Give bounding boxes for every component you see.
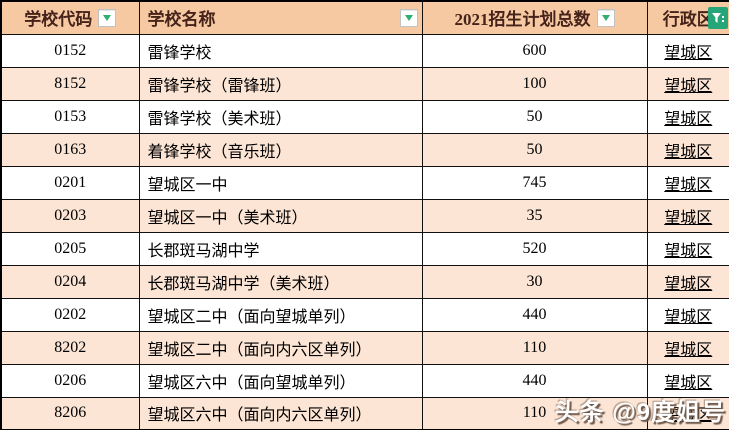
cell-total: 110 <box>421 330 648 365</box>
cell-school-code: 0152 <box>0 33 140 68</box>
table-row: 0152 雷锋学校 600 望城区 <box>0 33 729 68</box>
table-row: 0153 雷锋学校（美术班） 50 望城区 <box>0 99 729 134</box>
cell-school-name: 长郡斑马湖中学（美术班） <box>138 264 423 299</box>
cell-total: 100 <box>421 66 648 101</box>
table-row: 0205 长郡斑马湖中学 520 望城区 <box>0 231 729 266</box>
cell-district: 望城区 <box>646 99 729 134</box>
table-row: 0204 长郡斑马湖中学（美术班） 30 望城区 <box>0 264 729 299</box>
cell-total: 440 <box>421 297 648 332</box>
cell-total: 35 <box>421 198 648 233</box>
cell-school-name: 雷锋学校（美术班） <box>138 99 423 134</box>
header-label-district: 行政区 <box>662 10 714 30</box>
district-link-text: 望城区 <box>664 374 713 392</box>
district-link-text: 望城区 <box>664 308 713 326</box>
cell-district: 望城区 <box>646 297 729 332</box>
table-row: 8206 望城区六中（面向内六区单列） 110 望城区 <box>0 396 729 430</box>
cell-total: 30 <box>421 264 648 299</box>
district-link-text: 望城区 <box>664 275 713 293</box>
cell-district: 望城区 <box>646 363 729 398</box>
district-link-text: 望城区 <box>664 44 713 62</box>
cell-district: 望城区 <box>646 33 729 68</box>
cell-total: 50 <box>421 132 648 167</box>
filter-dropdown-icon[interactable] <box>596 8 615 27</box>
cell-district: 望城区 <box>646 231 729 266</box>
filter-dropdown-icon[interactable] <box>98 8 117 27</box>
district-link-text: 望城区 <box>664 77 713 95</box>
cell-district: 望城区 <box>646 330 729 365</box>
cell-school-code: 0201 <box>0 165 140 200</box>
cell-total: 600 <box>421 33 648 68</box>
table-body: 0152 雷锋学校 600 望城区 8152 雷锋学校（雷锋班） 100 望城区… <box>0 33 729 430</box>
cell-district: 望城区 <box>646 396 729 430</box>
cell-school-code: 0204 <box>0 264 140 299</box>
district-link-text: 望城区 <box>664 407 713 425</box>
cell-school-name: 着锋学校（音乐班） <box>138 132 423 167</box>
cell-total: 520 <box>421 231 648 266</box>
chevron-down-icon <box>103 14 112 21</box>
table-row: 8152 雷锋学校（雷锋班） 100 望城区 <box>0 66 729 101</box>
table-row: 0203 望城区一中（美术班） 35 望城区 <box>0 198 729 233</box>
funnel-icon <box>712 12 724 23</box>
cell-school-name: 长郡斑马湖中学 <box>138 231 423 266</box>
chevron-down-icon <box>404 14 413 21</box>
header-cell-school-code: 学校代码 <box>0 0 140 35</box>
district-link-text: 望城区 <box>664 176 713 194</box>
chevron-down-icon <box>601 14 610 21</box>
cell-school-code: 0163 <box>0 132 140 167</box>
cell-district: 望城区 <box>646 132 729 167</box>
cell-district: 望城区 <box>646 264 729 299</box>
cell-school-name: 望城区二中（面向内六区单列） <box>138 330 423 365</box>
cell-school-code: 8152 <box>0 66 140 101</box>
table-row: 0201 望城区一中 745 望城区 <box>0 165 729 200</box>
header-cell-total: 2021招生计划总数 <box>421 0 648 35</box>
cell-school-name: 雷锋学校（雷锋班） <box>138 66 423 101</box>
cell-district: 望城区 <box>646 165 729 200</box>
cell-school-name: 望城区六中（面向内六区单列） <box>138 396 423 430</box>
cell-school-code: 8206 <box>0 396 140 430</box>
cell-school-name: 望城区二中（面向望城单列） <box>138 297 423 332</box>
filter-dropdown-icon[interactable] <box>399 8 418 27</box>
district-link-text: 望城区 <box>664 341 713 359</box>
cell-school-name: 望城区六中（面向望城单列） <box>138 363 423 398</box>
cell-school-name: 望城区一中 <box>138 165 423 200</box>
cell-school-code: 8202 <box>0 330 140 365</box>
cell-school-name: 雷锋学校 <box>138 33 423 68</box>
cell-total: 110 <box>421 396 648 430</box>
cell-school-code: 0205 <box>0 231 140 266</box>
table-row: 0163 着锋学校（音乐班） 50 望城区 <box>0 132 729 167</box>
cell-total: 50 <box>421 99 648 134</box>
cell-school-code: 0153 <box>0 99 140 134</box>
header-label-school-name: 学校名称 <box>147 10 216 30</box>
cell-school-name: 望城区一中（美术班） <box>138 198 423 233</box>
cell-total: 440 <box>421 363 648 398</box>
cell-school-code: 0202 <box>0 297 140 332</box>
cell-district: 望城区 <box>646 198 729 233</box>
header-cell-school-name: 学校名称 <box>138 0 423 35</box>
cell-school-code: 0203 <box>0 198 140 233</box>
table-row: 0206 望城区六中（面向望城单列） 440 望城区 <box>0 363 729 398</box>
district-link-text: 望城区 <box>664 242 713 260</box>
table-row: 8202 望城区二中（面向内六区单列） 110 望城区 <box>0 330 729 365</box>
district-link-text: 望城区 <box>664 143 713 161</box>
header-row: 学校代码 学校名称 2021招生计划总数 <box>0 0 729 35</box>
header-label-total: 2021招生计划总数 <box>454 10 591 30</box>
cell-school-code: 0206 <box>0 363 140 398</box>
filter-active-funnel-icon[interactable] <box>708 6 728 29</box>
cell-district: 望城区 <box>646 66 729 101</box>
district-link-text: 望城区 <box>664 209 713 227</box>
cell-total: 745 <box>421 165 648 200</box>
table-row: 0202 望城区二中（面向望城单列） 440 望城区 <box>0 297 729 332</box>
district-link-text: 望城区 <box>664 110 713 128</box>
header-cell-district: 行政区 <box>646 0 729 35</box>
header-label-school-code: 学校代码 <box>24 10 93 30</box>
